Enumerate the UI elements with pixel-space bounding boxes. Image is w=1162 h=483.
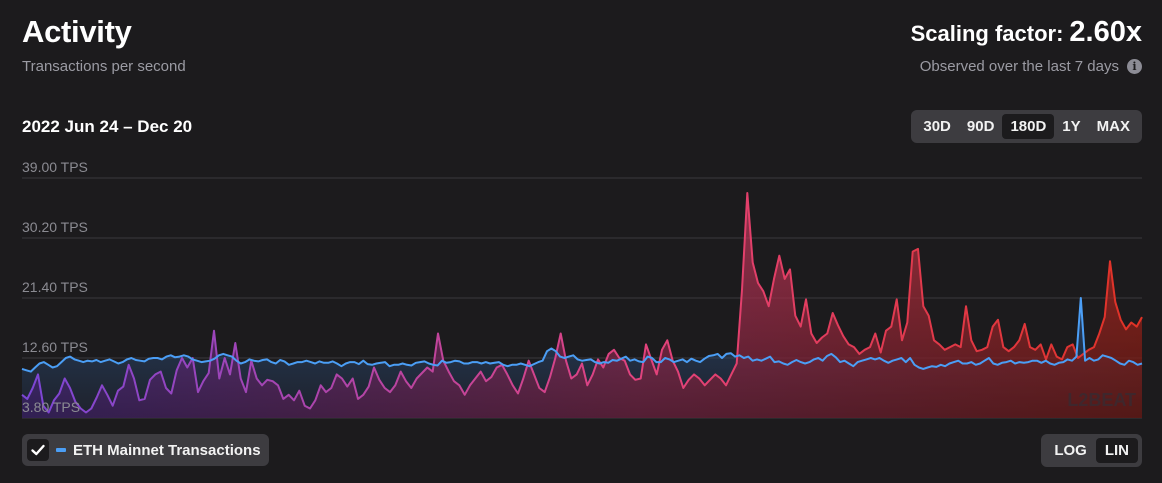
observed-note: Observed over the last 7 days i — [920, 58, 1142, 75]
watermark-logo: L2BEAT — [1067, 390, 1136, 410]
scaling-factor: Scaling factor: 2.60x — [911, 16, 1142, 49]
time-range-selector: 30D 90D 180D 1Y MAX — [911, 110, 1142, 143]
legend-swatch — [56, 448, 66, 452]
y-tick-label: 30.20 TPS — [22, 219, 88, 235]
page-title: Activity — [22, 14, 132, 49]
y-tick-label: 12.60 TPS — [22, 339, 88, 355]
observed-text: Observed over the last 7 days — [919, 58, 1119, 75]
checkmark-icon — [31, 444, 45, 456]
activity-chart: 39.00 TPS 30.20 TPS 21.40 TPS 12.60 TPS 3.80… — [21, 159, 1143, 419]
scaling-factor-value: 2.60x — [1069, 16, 1142, 48]
y-tick-label: 3.80 TPS — [22, 399, 80, 415]
scaling-factor-label: Scaling factor: — [910, 21, 1064, 46]
eth-mainnet-line — [21, 297, 1143, 373]
range-button-180d[interactable]: 180D — [1002, 114, 1055, 139]
info-icon[interactable]: i — [1127, 59, 1142, 74]
scale-button-log[interactable]: LOG — [1054, 442, 1087, 459]
range-button-90d[interactable]: 90D — [966, 118, 995, 135]
y-tick-label: 39.00 TPS — [22, 159, 88, 175]
scale-button-lin[interactable]: LIN — [1095, 438, 1138, 463]
layer2-line — [21, 192, 1143, 414]
legend-toggle-eth-mainnet[interactable]: ETH Mainnet Transactions — [22, 434, 269, 466]
range-button-1y[interactable]: 1Y — [1062, 118, 1081, 135]
date-range: 2022 Jun 24 – Dec 20 — [22, 117, 193, 136]
layer2-area-shade — [22, 193, 1142, 418]
range-button-30d[interactable]: 30D — [923, 118, 951, 135]
legend-label: ETH Mainnet Transactions — [73, 441, 261, 459]
range-button-max[interactable]: MAX — [1096, 118, 1130, 135]
y-tick-label: 21.40 TPS — [22, 279, 88, 295]
page-subtitle: Transactions per second — [22, 58, 186, 75]
scale-selector: LOG LIN — [1041, 434, 1142, 467]
legend-checkbox[interactable] — [27, 439, 49, 461]
